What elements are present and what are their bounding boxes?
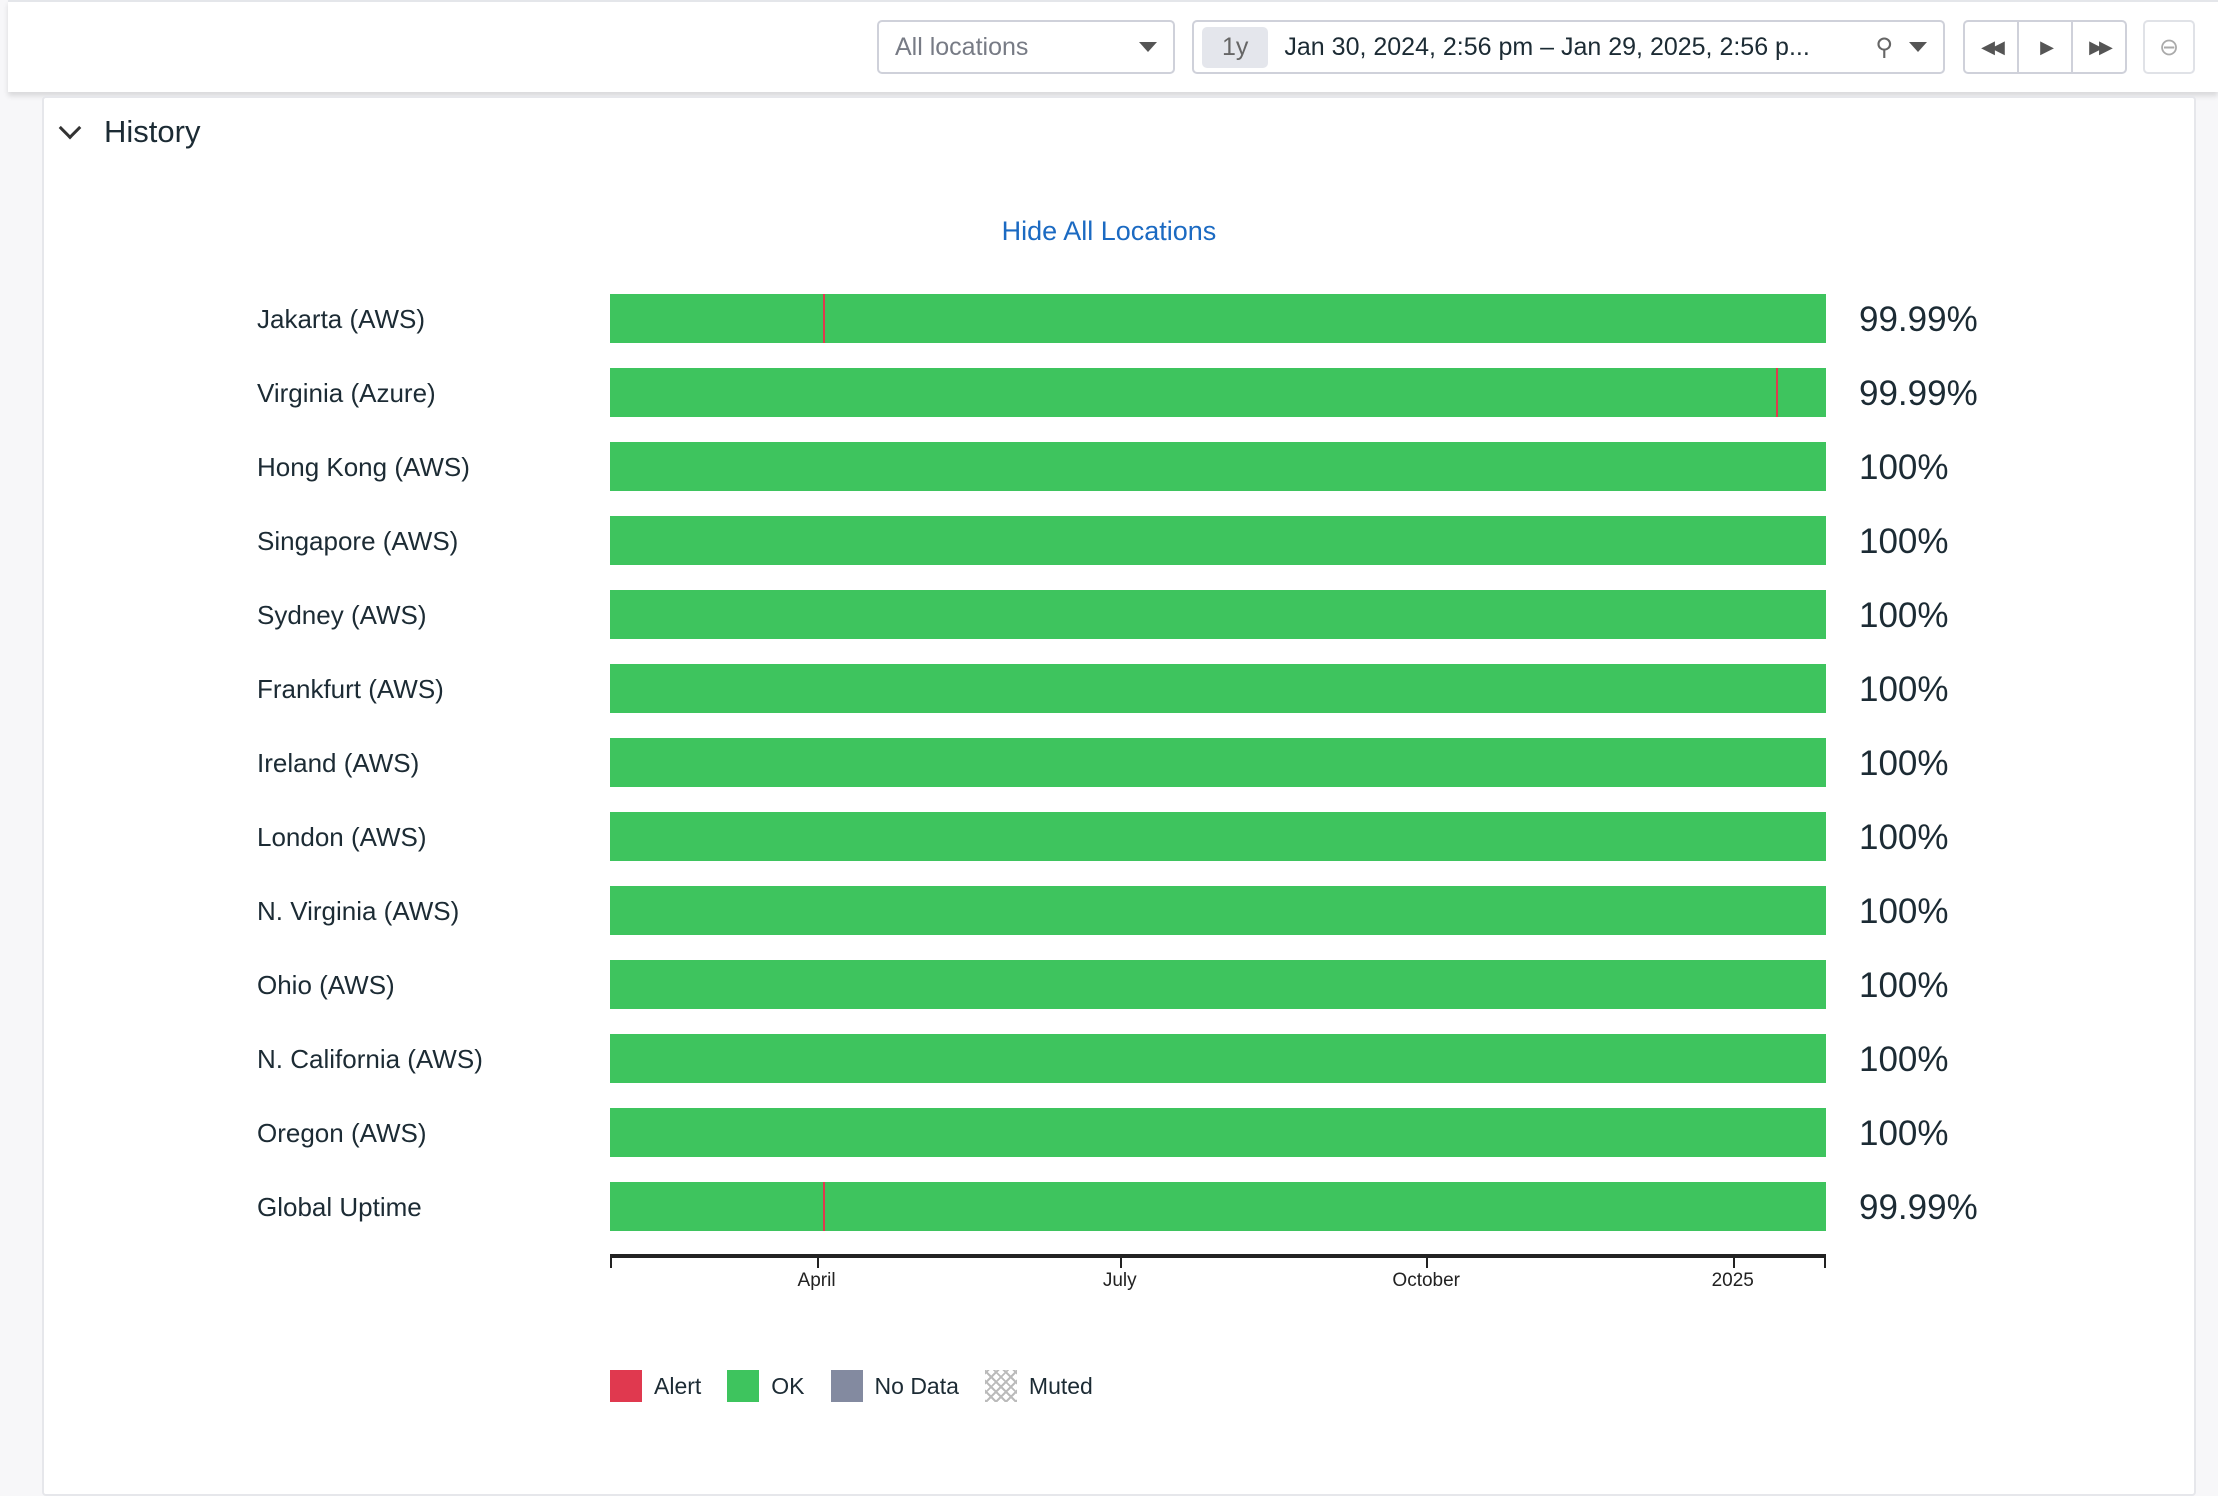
legend-label: OK <box>771 1372 805 1399</box>
location-select-value: All locations <box>895 32 1029 61</box>
history-toggle[interactable]: History <box>58 114 201 150</box>
location-label: N. Virginia (AWS) <box>257 896 460 926</box>
status-bar[interactable] <box>610 1182 1826 1231</box>
hide-all-locations-link[interactable]: Hide All Locations <box>1001 216 1217 246</box>
axis-tick <box>1824 1254 1826 1268</box>
location-label: London (AWS) <box>257 822 427 852</box>
alert-mark[interactable] <box>823 294 826 343</box>
axis-tick <box>816 1254 819 1268</box>
play-icon[interactable]: ▶ <box>2019 22 2073 72</box>
location-label: Hong Kong (AWS) <box>257 452 470 482</box>
uptime-value: 100% <box>1859 596 1949 635</box>
legend-label: Muted <box>1028 1372 1093 1399</box>
range-text: Jan 30, 2024, 2:56 pm – Jan 29, 2025, 2:… <box>1284 32 1810 61</box>
axis-tick-label: 2025 <box>1711 1270 1754 1291</box>
timeline-row: Sydney (AWS) 100% <box>0 590 2218 639</box>
status-bar[interactable] <box>610 368 1826 417</box>
status-bar[interactable] <box>610 1034 1826 1083</box>
status-bar[interactable] <box>610 516 1826 565</box>
legend-swatch <box>984 1370 1017 1402</box>
fast-forward-icon[interactable]: ▶▶ <box>2089 36 2113 57</box>
axis-tick <box>1426 1254 1429 1268</box>
timeline-row: London (AWS) 100% <box>0 812 2218 861</box>
chevron-down-icon[interactable] <box>1909 42 1927 52</box>
top-toolbar: All locations 1y Jan 30, 2024, 2:56 pm –… <box>8 0 2218 92</box>
legend-item: Alert <box>610 1370 701 1402</box>
legend-label: No Data <box>874 1372 959 1399</box>
uptime-value: 99.99% <box>1859 300 1978 339</box>
timeline-row: Oregon (AWS) 100% <box>0 1108 2218 1157</box>
uptime-value: 99.99% <box>1859 1188 1978 1227</box>
legend-swatch <box>727 1370 760 1402</box>
timeline-row: Hong Kong (AWS) 100% <box>0 442 2218 491</box>
uptime-value: 100% <box>1859 892 1949 931</box>
time-navigation: ◀◀ ▶ ▶▶ <box>1963 20 2127 74</box>
axis-tick <box>1119 1254 1122 1268</box>
pin-icon[interactable]: ⚲ <box>1875 33 1893 61</box>
zoom-out-icon[interactable]: ⊖ <box>2143 20 2195 74</box>
timeline-row: Frankfurt (AWS) 100% <box>0 664 2218 713</box>
axis-tick-label: October <box>1392 1270 1461 1291</box>
location-label: Ireland (AWS) <box>257 748 420 778</box>
location-label: Jakarta (AWS) <box>257 304 426 334</box>
uptime-value: 100% <box>1859 522 1949 561</box>
axis-tick <box>1732 1254 1735 1268</box>
location-label: Global Uptime <box>257 1192 422 1222</box>
uptime-value: 100% <box>1859 448 1949 487</box>
location-select[interactable]: All locations <box>877 20 1175 74</box>
uptime-value: 100% <box>1859 818 1949 857</box>
location-label: Sydney (AWS) <box>257 600 427 630</box>
time-range-picker[interactable]: 1y Jan 30, 2024, 2:56 pm – Jan 29, 2025,… <box>1192 20 1945 74</box>
uptime-value: 100% <box>1859 1114 1949 1153</box>
uptime-value: 99.99% <box>1859 374 1978 413</box>
range-preset[interactable]: 1y <box>1202 26 1269 68</box>
x-axis <box>610 1254 1826 1258</box>
timeline-row: Ohio (AWS) 100% <box>0 960 2218 1009</box>
legend-item: OK <box>727 1370 805 1402</box>
timeline-row: Jakarta (AWS) 99.99% <box>0 294 2218 343</box>
location-label: Frankfurt (AWS) <box>257 674 444 704</box>
legend-item: No Data <box>830 1370 959 1402</box>
status-bar[interactable] <box>610 1108 1826 1157</box>
status-bar[interactable] <box>610 294 1826 343</box>
uptime-value: 100% <box>1859 966 1949 1005</box>
uptime-value: 100% <box>1859 1040 1949 1079</box>
timeline-row: N. California (AWS) 100% <box>0 1034 2218 1083</box>
alert-mark[interactable] <box>1776 368 1779 417</box>
alert-mark[interactable] <box>823 1182 826 1231</box>
axis-tick <box>610 1254 612 1268</box>
status-bar[interactable] <box>610 738 1826 787</box>
timeline-row: Global Uptime 99.99% <box>0 1182 2218 1231</box>
status-bar[interactable] <box>610 812 1826 861</box>
axis-tick-label: July <box>1102 1270 1137 1291</box>
status-bar[interactable] <box>610 590 1826 639</box>
uptime-value: 100% <box>1859 744 1949 783</box>
location-label: Singapore (AWS) <box>257 526 459 556</box>
legend-swatch <box>830 1370 863 1402</box>
legend-swatch <box>610 1370 642 1402</box>
location-label: Virginia (Azure) <box>257 378 436 408</box>
legend-item: Muted <box>984 1370 1093 1402</box>
panel-title: History <box>104 114 201 149</box>
legend: Alert OK No Data Muted <box>610 1370 1119 1402</box>
timeline-row: N. Virginia (AWS) 100% <box>0 886 2218 935</box>
legend-label: Alert <box>654 1372 702 1399</box>
status-bar[interactable] <box>610 960 1826 1009</box>
timeline-row: Virginia (Azure) 99.99% <box>0 368 2218 417</box>
location-label: Oregon (AWS) <box>257 1118 427 1148</box>
timeline-row: Singapore (AWS) 100% <box>0 516 2218 565</box>
timeline-row: Ireland (AWS) 100% <box>0 738 2218 787</box>
location-label: Ohio (AWS) <box>257 970 395 1000</box>
status-bar[interactable] <box>610 442 1826 491</box>
chevron-down-icon <box>1139 42 1157 52</box>
status-bar[interactable] <box>610 886 1826 935</box>
chevron-down-icon <box>58 116 82 140</box>
location-label: N. California (AWS) <box>257 1044 483 1074</box>
rewind-icon[interactable]: ◀◀ <box>1965 22 2019 72</box>
status-bar[interactable] <box>610 664 1826 713</box>
uptime-value: 100% <box>1859 670 1949 709</box>
axis-tick-label: April <box>797 1270 836 1291</box>
